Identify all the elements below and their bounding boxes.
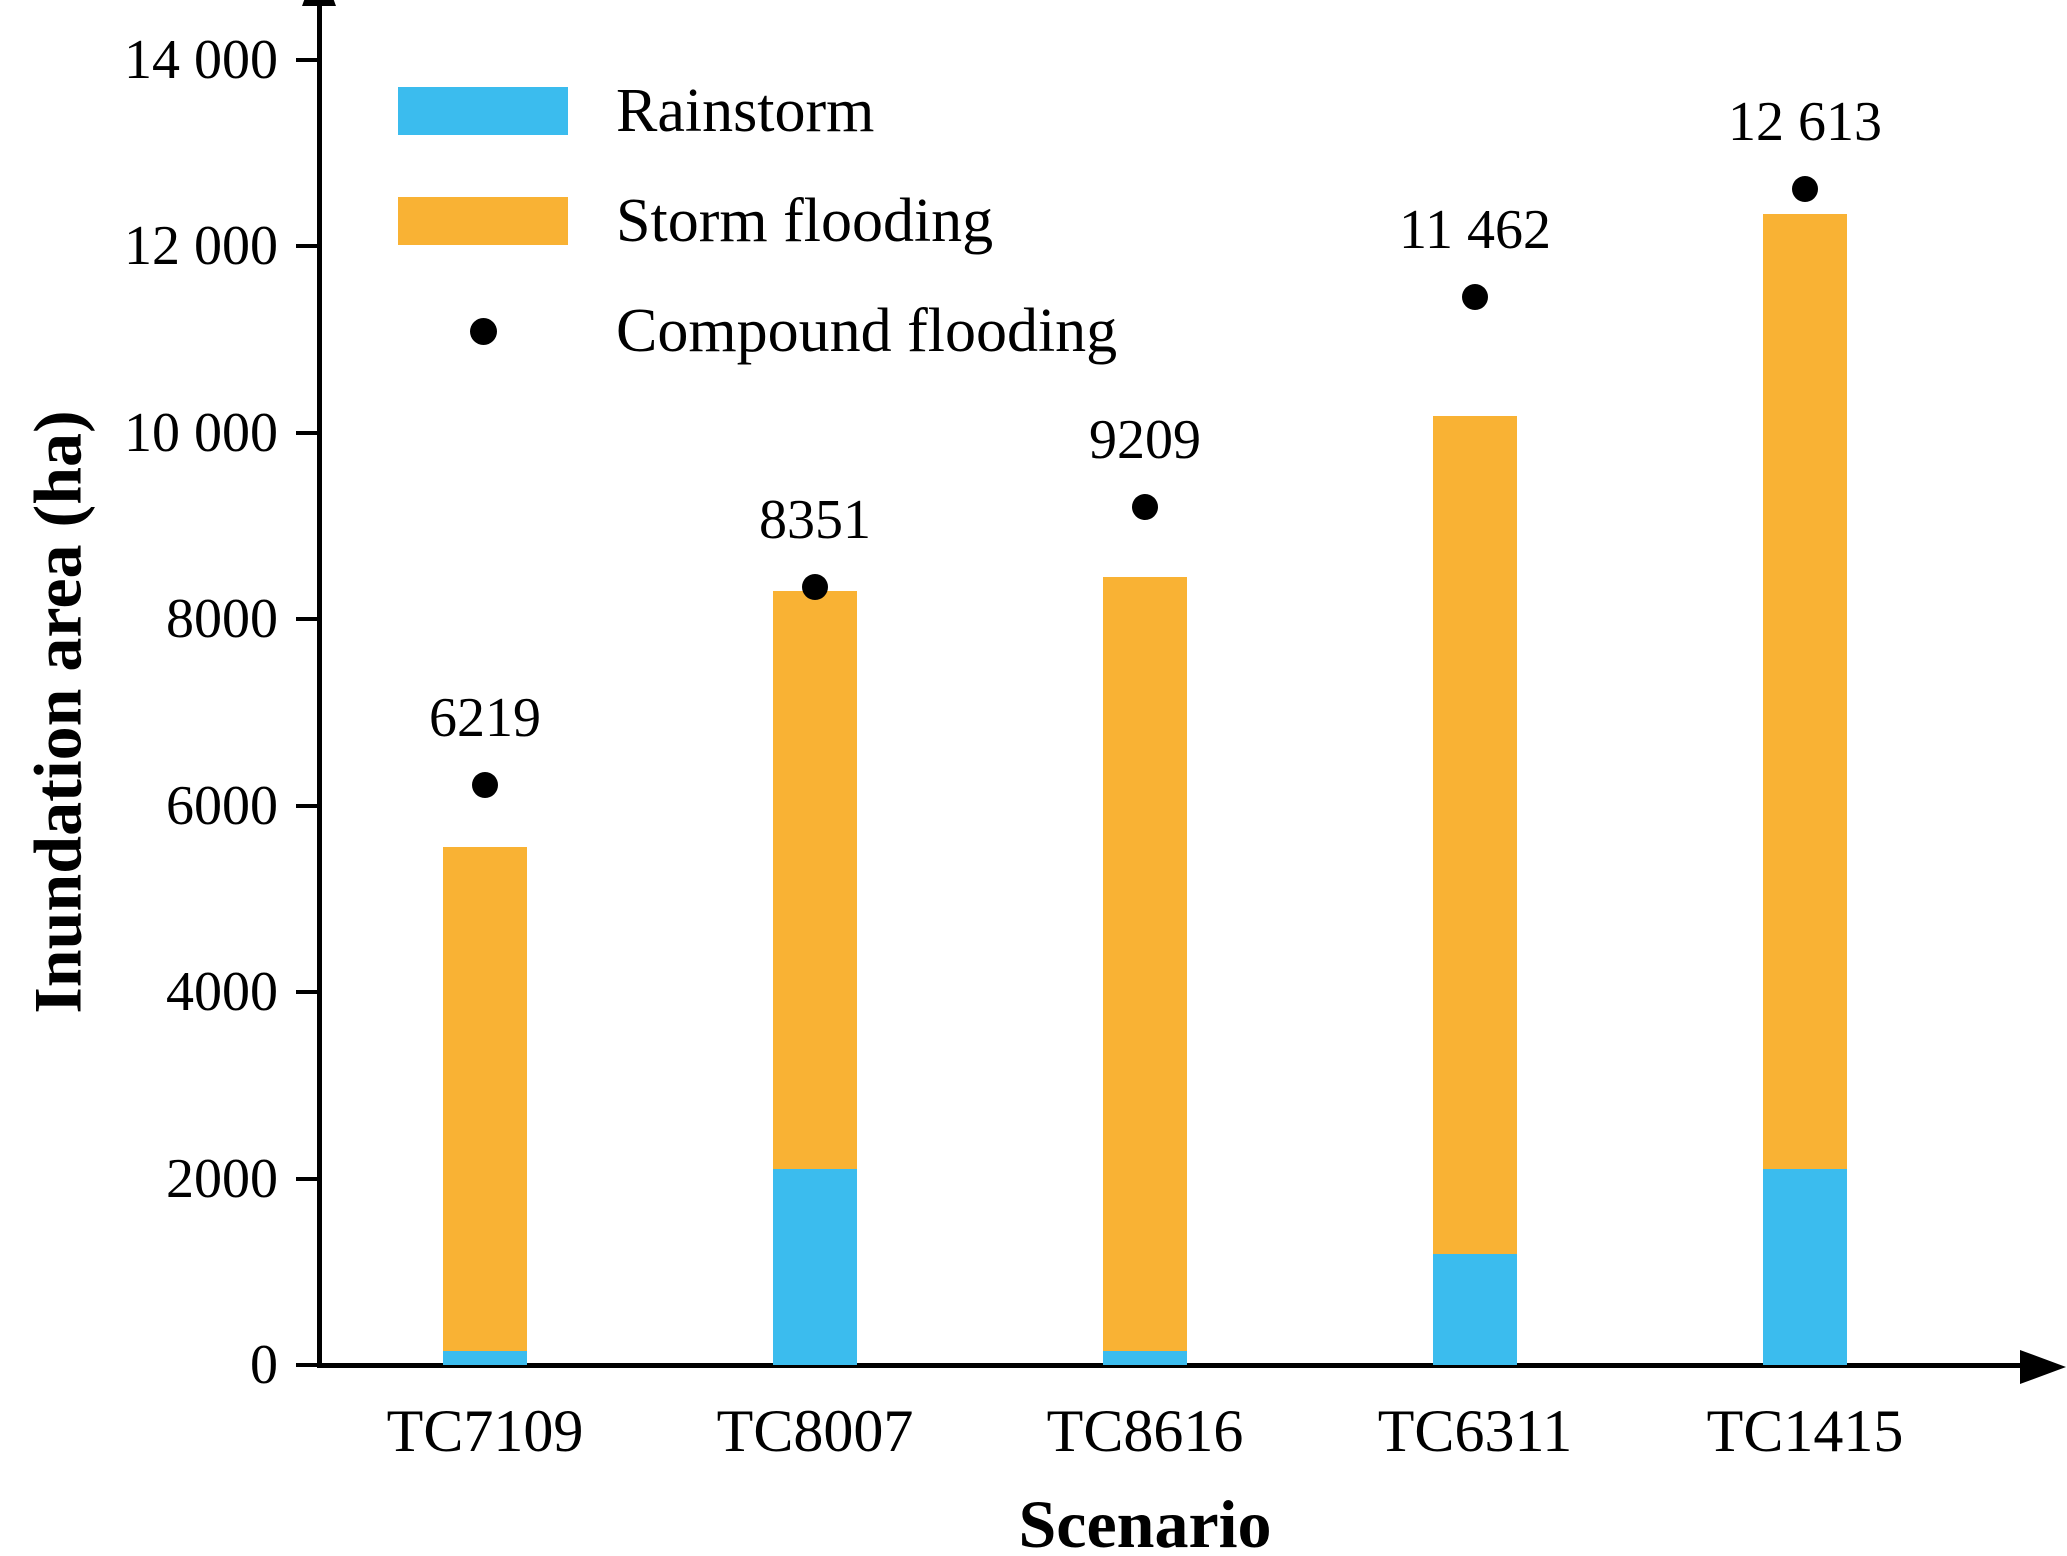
y-axis-tick (296, 58, 317, 62)
compound-flooding-value-label: 9209 (1089, 408, 1201, 471)
y-axis-tick-label: 0 (250, 1334, 278, 1396)
x-axis-category-label: TC7109 (386, 1398, 584, 1464)
compound-flooding-point (1462, 283, 1488, 310)
y-axis-tick-label: 4000 (166, 961, 278, 1024)
bar-rainstorm (1433, 1254, 1517, 1365)
compound-flooding-point (472, 772, 498, 799)
y-axis-arrow-icon (302, 0, 336, 6)
compound-flooding-point (802, 573, 828, 600)
legend-label: Rainstorm (616, 77, 875, 145)
y-axis-tick (296, 617, 317, 622)
compound-flooding-point (1132, 493, 1158, 520)
y-axis-tick-label: 6000 (166, 774, 278, 837)
compound-flooding-point (1792, 176, 1818, 203)
bar-storm-flooding (1103, 577, 1187, 1352)
y-axis-line (317, 2, 322, 1365)
bar-rainstorm (443, 1351, 527, 1365)
bar-storm-flooding (1433, 416, 1517, 1255)
compound-flooding-dot-icon (469, 317, 497, 345)
bar-storm-flooding (443, 846, 527, 1352)
y-axis-tick (296, 1176, 317, 1181)
storm-flooding-swatch-icon (398, 197, 568, 245)
compound-flooding-value-label: 8351 (759, 488, 871, 551)
y-axis-tick-label: 12 000 (124, 215, 278, 278)
x-axis-category-label: TC8616 (1046, 1398, 1244, 1464)
y-axis-tick-label: 14 000 (124, 29, 278, 91)
y-axis-tick (296, 430, 317, 435)
y-axis-title: Inundation area (ha) (19, 410, 96, 1014)
y-axis-tick-label: 2000 (166, 1147, 278, 1210)
compound-flooding-marker-box (398, 317, 568, 345)
rainstorm-swatch-icon (398, 87, 568, 135)
x-axis-category-label: TC6311 (1377, 1398, 1573, 1464)
y-axis-tick (296, 803, 317, 808)
legend-label: Compound flooding (616, 297, 1118, 365)
y-axis-tick-label: 10 000 (124, 401, 278, 464)
bar-rainstorm (1763, 1169, 1847, 1365)
x-axis-arrow-icon (2020, 1350, 2066, 1384)
bar-rainstorm (1103, 1351, 1187, 1365)
x-axis-line (317, 1363, 2022, 1368)
legend-label: Storm flooding (616, 187, 994, 255)
x-axis-title: Scenario (1018, 1486, 1272, 1556)
y-axis-tick (296, 244, 317, 249)
legend-item-storm-flooding: Storm flooding (398, 182, 1117, 260)
y-axis-tick (296, 1363, 317, 1367)
plot-area: Rainstorm Storm flooding Compound floodi… (124, 0, 2066, 1556)
legend-item-compound-flooding: Compound flooding (398, 292, 1117, 370)
legend-item-rainstorm: Rainstorm (398, 72, 1117, 150)
compound-flooding-value-label: 12 613 (1728, 91, 1882, 154)
compound-flooding-value-label: 6219 (429, 687, 541, 750)
x-axis-category-label: TC1415 (1706, 1398, 1904, 1464)
bar-storm-flooding (773, 591, 857, 1170)
compound-flooding-value-label: 11 462 (1399, 198, 1551, 261)
bar-rainstorm (773, 1169, 857, 1365)
bar-storm-flooding (1763, 213, 1847, 1170)
legend: Rainstorm Storm flooding Compound floodi… (398, 72, 1117, 370)
y-axis-tick-label: 8000 (166, 588, 278, 651)
x-axis-category-label: TC8007 (716, 1398, 914, 1464)
y-axis-tick (296, 990, 317, 995)
